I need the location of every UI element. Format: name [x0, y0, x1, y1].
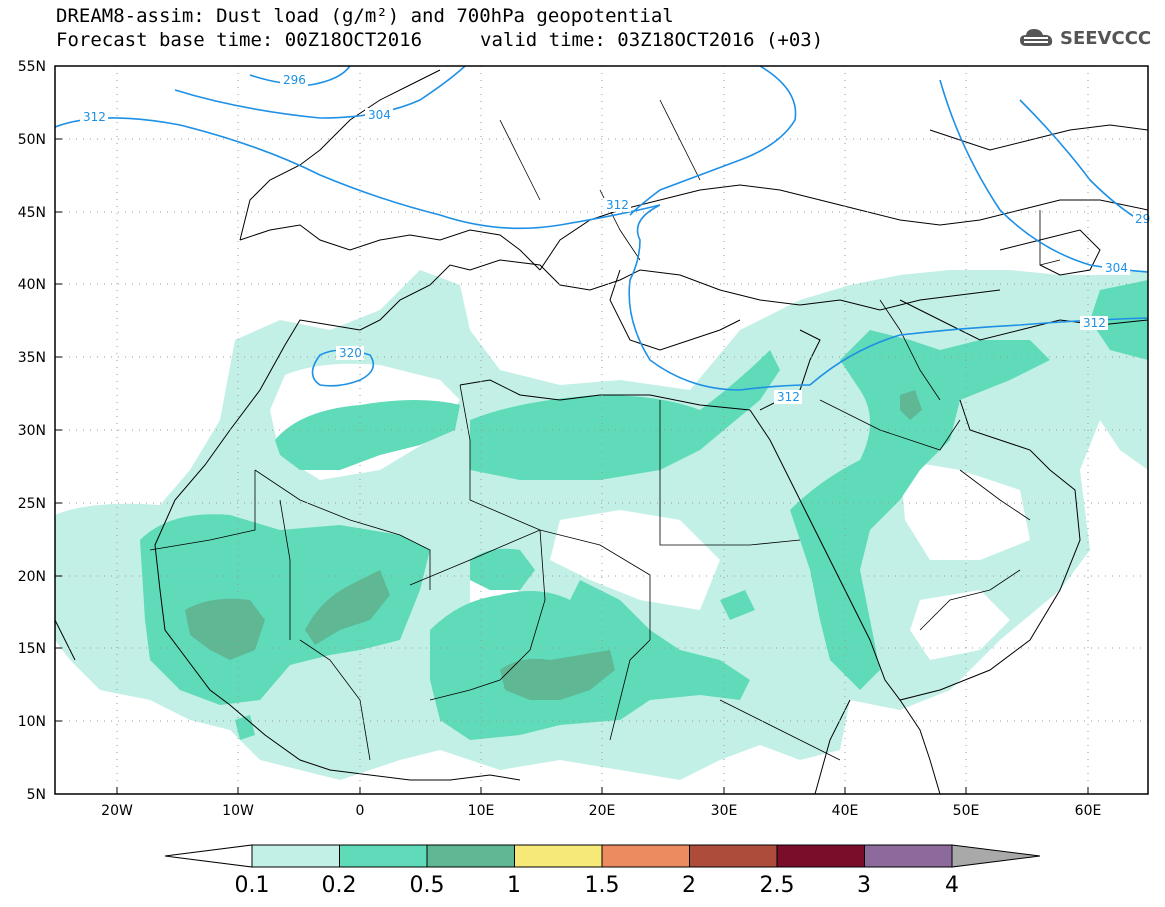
country-borders: [149, 99, 1061, 761]
contour-label: 29: [1135, 212, 1150, 226]
lon-label: 50E: [953, 803, 980, 819]
colorbar-label: 2: [682, 873, 696, 898]
lat-label: 15N: [18, 641, 46, 657]
dust-level-0.5: [185, 390, 922, 700]
contour-labels: 312 296 304 312 320 312 304 312 29: [80, 73, 1150, 404]
lon-label: 60E: [1075, 803, 1102, 819]
contour-label: 320: [339, 346, 362, 360]
lon-label: 40E: [832, 803, 859, 819]
contour-label: 296: [283, 73, 306, 87]
colorbar-labels: 0.1 0.2 0.5 1 1.5 2 2.5 3 4: [235, 873, 960, 898]
colorbar-segment: [601, 844, 690, 868]
colorbar-segment: [339, 844, 428, 868]
lat-label: 55N: [18, 59, 46, 75]
colorbar-label: 3: [857, 873, 871, 898]
latitude-labels: 55N 50N 45N 40N 35N 30N 25N 20N 15N 10N …: [18, 59, 46, 803]
colorbar: 0.1 0.2 0.5 1 1.5 2 2.5 3 4: [164, 844, 1041, 898]
colorbar-segment: [426, 844, 515, 868]
lon-label: 10E: [468, 803, 495, 819]
lat-label: 40N: [18, 277, 46, 293]
lat-label: 20N: [18, 569, 46, 585]
colorbar-segment: [251, 844, 340, 868]
lon-label: 30E: [711, 803, 738, 819]
axis-ticks: [55, 65, 1089, 795]
lon-label: 20W: [101, 803, 133, 819]
contour-label: 312: [1083, 316, 1106, 330]
colorbar-segment: [514, 844, 603, 868]
contour-312-west: [55, 117, 661, 230]
coastlines: [55, 69, 1148, 794]
lon-label: 0: [356, 803, 365, 819]
colorbar-label: 2.5: [760, 873, 795, 898]
contour-304-east: [629, 66, 797, 216]
contour-304-far-east: [939, 79, 1148, 273]
colorbar-label: 0.5: [410, 873, 445, 898]
map-title: DREAM8-assim: Dust load (g/m²) and 700hP…: [56, 5, 674, 27]
contour-29x: [1019, 99, 1148, 226]
colorbar-label: 1.5: [585, 873, 620, 898]
colorbar-over-arrow: [951, 844, 1041, 868]
lat-label: 25N: [18, 496, 46, 512]
graticule: [55, 66, 1148, 794]
contour-312-mid: [628, 204, 811, 391]
valid-time: valid time: 03Z18OCT2016 (+03): [480, 29, 824, 51]
contour-label: 304: [368, 108, 391, 122]
contour-304: [174, 66, 466, 119]
colorbar-segment: [689, 844, 778, 868]
cloud-icon: [1020, 29, 1053, 46]
colorbar-under-arrow: [164, 844, 253, 868]
colorbar-segment: [864, 844, 953, 868]
lat-label: 5N: [27, 787, 46, 803]
longitude-labels: 20W 10W 0 10E 20E 30E 40E 50E 60E: [101, 803, 1101, 819]
lat-label: 10N: [18, 714, 46, 730]
contour-label: 312: [606, 198, 629, 212]
lat-label: 50N: [18, 132, 46, 148]
lat-label: 45N: [18, 205, 46, 221]
lat-label: 30N: [18, 423, 46, 439]
contour-label: 304: [1105, 261, 1128, 275]
lon-label: 10W: [222, 803, 254, 819]
contour-label: 312: [83, 110, 106, 124]
logo-text: SEEVCCC: [1060, 27, 1152, 49]
colorbar-label: 4: [945, 873, 959, 898]
colorbar-segment: [776, 844, 865, 868]
forecast-base-time: Forecast base time: 00Z18OCT2016: [56, 29, 423, 51]
seevccc-logo: SEEVCCC: [1018, 26, 1151, 50]
colorbar-label: 0.1: [235, 873, 270, 898]
colorbar-label: 0.2: [322, 873, 357, 898]
lon-label: 20E: [589, 803, 616, 819]
lat-label: 35N: [18, 350, 46, 366]
colorbar-label: 1: [507, 873, 521, 898]
contour-296: [249, 66, 351, 86]
contour-label: 312: [777, 390, 800, 404]
